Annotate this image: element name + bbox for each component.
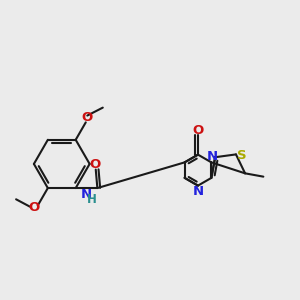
Text: O: O xyxy=(82,111,93,124)
Text: O: O xyxy=(28,202,40,214)
Text: S: S xyxy=(237,148,247,161)
Text: N: N xyxy=(206,150,218,163)
Text: N: N xyxy=(80,188,92,201)
Text: O: O xyxy=(193,124,204,137)
Text: H: H xyxy=(87,193,97,206)
Text: N: N xyxy=(192,185,204,198)
Text: O: O xyxy=(89,158,101,171)
